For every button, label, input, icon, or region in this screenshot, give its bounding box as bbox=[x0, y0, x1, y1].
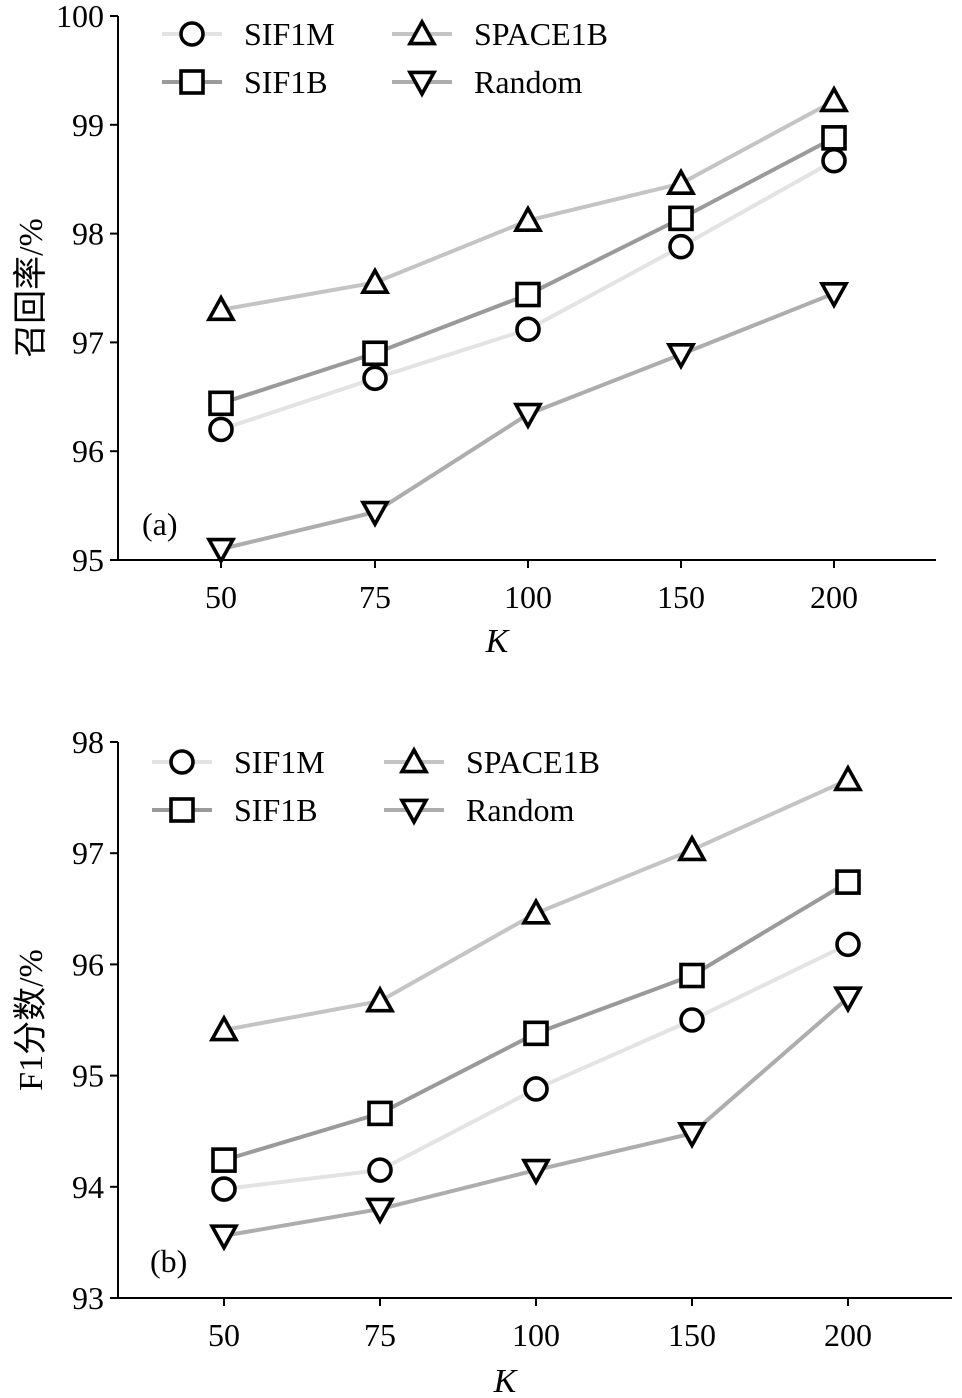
point-space1b-200 bbox=[818, 85, 850, 113]
legend-label-random: Random bbox=[474, 64, 583, 100]
point-sif1m-50 bbox=[211, 1176, 237, 1202]
y-tick-label: 98 bbox=[72, 724, 104, 760]
panel-label: (a) bbox=[142, 506, 178, 542]
point-random-50 bbox=[205, 537, 237, 565]
y-tick-label: 100 bbox=[56, 0, 104, 34]
point-space1b-50 bbox=[208, 1014, 240, 1042]
y-tick-label: 95 bbox=[72, 542, 104, 578]
point-sif1m-150 bbox=[679, 1007, 705, 1033]
legend-label-sif1b: SIF1B bbox=[234, 792, 318, 828]
panel-label: (b) bbox=[150, 1243, 187, 1279]
y-tick-label: 96 bbox=[72, 433, 104, 469]
chart-panel-b: 93 94 95 96 97 98 50 75 100 150 200 K F1分数/% (b) SIF1M… bbox=[12, 724, 952, 1398]
y-tick-label: 94 bbox=[72, 1169, 104, 1205]
point-sif1b-75 bbox=[362, 340, 388, 367]
legend-marker-sif1b bbox=[179, 69, 205, 95]
legend-label-sif1m: SIF1M bbox=[234, 744, 325, 780]
chart-panel-a: 95 96 97 98 99 100 50 75 100 150 200 K 召回率/% (a) SIF1M… bbox=[12, 0, 936, 660]
y-tick-label: 99 bbox=[72, 107, 104, 143]
y-tick-label: 98 bbox=[72, 216, 104, 252]
point-sif1m-75 bbox=[362, 365, 388, 392]
y-axis-title: 召回率/% bbox=[12, 218, 50, 358]
series-line-sif1b bbox=[220, 136, 835, 406]
point-sif1m-100 bbox=[515, 316, 541, 343]
y-tick-label: 95 bbox=[72, 1058, 104, 1094]
x-tick-label: 50 bbox=[208, 1317, 240, 1353]
legend: SIF1M SIF1B SPACE1B Random bbox=[152, 744, 600, 828]
legend-marker-random bbox=[398, 798, 430, 826]
point-random-150 bbox=[676, 1122, 708, 1150]
legend-marker-space1b bbox=[398, 746, 430, 774]
x-tick-label: 200 bbox=[824, 1317, 872, 1353]
x-tick-label: 75 bbox=[364, 1317, 396, 1353]
point-random-100 bbox=[520, 1158, 552, 1186]
legend-label-space1b: SPACE1B bbox=[474, 16, 608, 52]
point-sif1m-150 bbox=[668, 233, 694, 260]
legend-marker-sif1m bbox=[169, 749, 195, 775]
legend-marker-sif1b bbox=[169, 797, 195, 823]
x-tick-label: 150 bbox=[657, 579, 705, 615]
point-random-100 bbox=[512, 402, 544, 430]
point-sif1b-200 bbox=[821, 125, 847, 151]
y-axis-title: F1分数/% bbox=[12, 949, 50, 1091]
point-sif1m-50 bbox=[208, 416, 234, 443]
legend-label-space1b: SPACE1B bbox=[466, 744, 600, 780]
point-space1b-150 bbox=[676, 834, 708, 862]
y-tick-label: 93 bbox=[72, 1280, 104, 1316]
point-sif1b-150 bbox=[668, 205, 694, 232]
legend-marker-sif1m bbox=[179, 21, 205, 47]
point-random-200 bbox=[818, 282, 850, 310]
legend-label-sif1m: SIF1M bbox=[244, 16, 335, 52]
series-line-space1b bbox=[220, 99, 835, 312]
legend-marker-random bbox=[406, 70, 438, 98]
point-sif1b-100 bbox=[523, 1020, 549, 1047]
point-space1b-200 bbox=[832, 764, 864, 792]
point-space1b-50 bbox=[205, 294, 237, 322]
point-space1b-100 bbox=[512, 204, 544, 232]
x-tick-label: 50 bbox=[205, 579, 237, 615]
point-random-200 bbox=[832, 986, 864, 1014]
x-axis-title: K bbox=[485, 623, 511, 660]
point-sif1m-100 bbox=[523, 1076, 549, 1102]
point-space1b-75 bbox=[364, 985, 396, 1013]
legend-label-random: Random bbox=[466, 792, 575, 828]
x-tick-label: 150 bbox=[668, 1317, 716, 1353]
legend: SIF1M SIF1B SPACE1B Random bbox=[162, 16, 608, 100]
y-tick-label: 97 bbox=[72, 324, 104, 360]
point-sif1m-200 bbox=[821, 147, 847, 174]
point-random-50 bbox=[208, 1224, 240, 1252]
series-line-sif1m bbox=[223, 942, 849, 1192]
point-random-75 bbox=[359, 500, 391, 528]
point-sif1b-200 bbox=[835, 869, 861, 895]
point-sif1b-100 bbox=[515, 281, 541, 308]
point-sif1b-150 bbox=[679, 962, 705, 989]
point-sif1m-75 bbox=[367, 1157, 393, 1183]
point-sif1b-50 bbox=[211, 1147, 237, 1173]
point-space1b-75 bbox=[359, 266, 391, 294]
legend-marker-space1b bbox=[406, 18, 438, 46]
point-random-75 bbox=[364, 1197, 396, 1225]
x-tick-label: 100 bbox=[512, 1317, 560, 1353]
x-tick-label: 100 bbox=[504, 579, 552, 615]
legend-label-sif1b: SIF1B bbox=[244, 64, 328, 100]
y-tick-label: 97 bbox=[72, 835, 104, 871]
x-axis-title: K bbox=[493, 1363, 519, 1398]
point-sif1b-50 bbox=[208, 390, 234, 417]
x-tick-label: 200 bbox=[810, 579, 858, 615]
point-space1b-150 bbox=[665, 167, 697, 195]
point-sif1m-200 bbox=[835, 931, 861, 958]
point-random-150 bbox=[665, 342, 697, 371]
y-tick-label: 96 bbox=[72, 946, 104, 982]
x-tick-label: 75 bbox=[359, 579, 391, 615]
point-space1b-100 bbox=[520, 897, 552, 925]
point-sif1b-75 bbox=[367, 1100, 393, 1127]
